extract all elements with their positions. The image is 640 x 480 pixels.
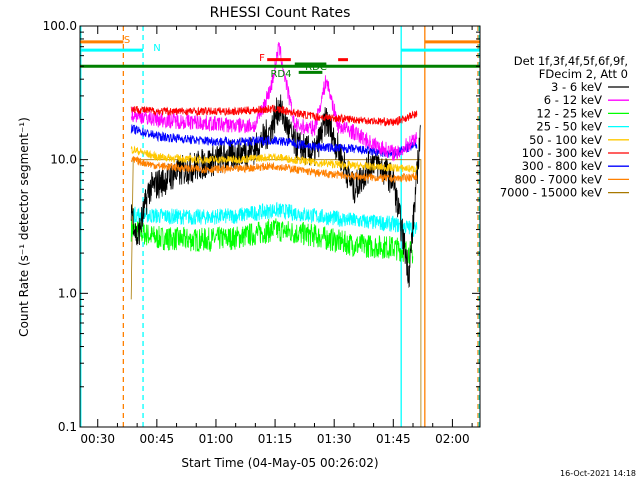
- y-tick-label: 10.0: [50, 153, 77, 167]
- x-tick-label: 01:30: [317, 432, 352, 446]
- data-series: [130, 42, 422, 427]
- legend-label: 12 - 25 keV: [536, 106, 602, 120]
- series-line: [130, 218, 414, 265]
- state-flags: S N F RDC RD4: [80, 35, 480, 80]
- series-line: [130, 155, 418, 183]
- x-tick-label: 00:45: [140, 432, 175, 446]
- legend-label: 7000 - 15000 keV: [500, 186, 602, 200]
- x-tick-label: 02:00: [435, 432, 470, 446]
- legend-label: 300 - 800 keV: [522, 159, 602, 173]
- y-tick-label: 0.1: [58, 420, 77, 434]
- series-line: [130, 159, 422, 427]
- series-line: [130, 145, 418, 173]
- plot-frame: [79, 25, 481, 428]
- legend-label: 25 - 50 keV: [536, 120, 602, 134]
- x-tick-label: 00:30: [80, 432, 115, 446]
- y-tick-label: 1.0: [58, 286, 77, 300]
- y-tick-label: 100.0: [43, 19, 77, 33]
- series-line: [130, 124, 418, 159]
- x-tick-label: 01:45: [376, 432, 411, 446]
- x-axis-label: Start Time (04-May-05 00:26:02): [181, 456, 378, 470]
- flag-label: RD4: [270, 69, 291, 80]
- flag-label: N: [153, 43, 160, 54]
- legend: Det 1f,3f,4f,5f,6f,9f, FDecim 2, Att 0 3…: [500, 54, 629, 200]
- series-line: [130, 42, 418, 162]
- legend-label: 6 - 12 keV: [544, 93, 602, 107]
- series-line: [130, 104, 418, 127]
- legend-label: 100 - 300 keV: [522, 146, 602, 160]
- y-axis-label: Count Rate (s⁻¹ detector segment⁻¹): [17, 117, 31, 337]
- legend-label: 50 - 100 keV: [529, 133, 602, 147]
- flag-label: S: [124, 35, 130, 46]
- legend-header-line-2: FDecim 2, Att 0: [539, 67, 628, 81]
- footer-timestamp: 16-Oct-2021 14:18: [560, 469, 636, 478]
- flag-label: F: [259, 53, 265, 64]
- legend-label: 800 - 7000 keV: [514, 172, 602, 186]
- legend-header-line-1: Det 1f,3f,4f,5f,6f,9f,: [514, 54, 628, 68]
- x-tick-label: 01:00: [199, 432, 234, 446]
- flag-label: RDC: [305, 62, 327, 73]
- legend-label: 3 - 6 keV: [551, 80, 602, 94]
- x-axis-ticks: 00:30 00:45 01:00 01:15 01:30 01:45 02:00: [80, 26, 473, 446]
- series-line: [130, 201, 418, 237]
- y-axis-ticks: 0.1 1.0 10.0 100.0: [43, 19, 480, 434]
- series-line: [130, 94, 422, 289]
- chart-title: RHESSI Count Rates: [210, 5, 351, 21]
- x-tick-label: 01:15: [258, 432, 293, 446]
